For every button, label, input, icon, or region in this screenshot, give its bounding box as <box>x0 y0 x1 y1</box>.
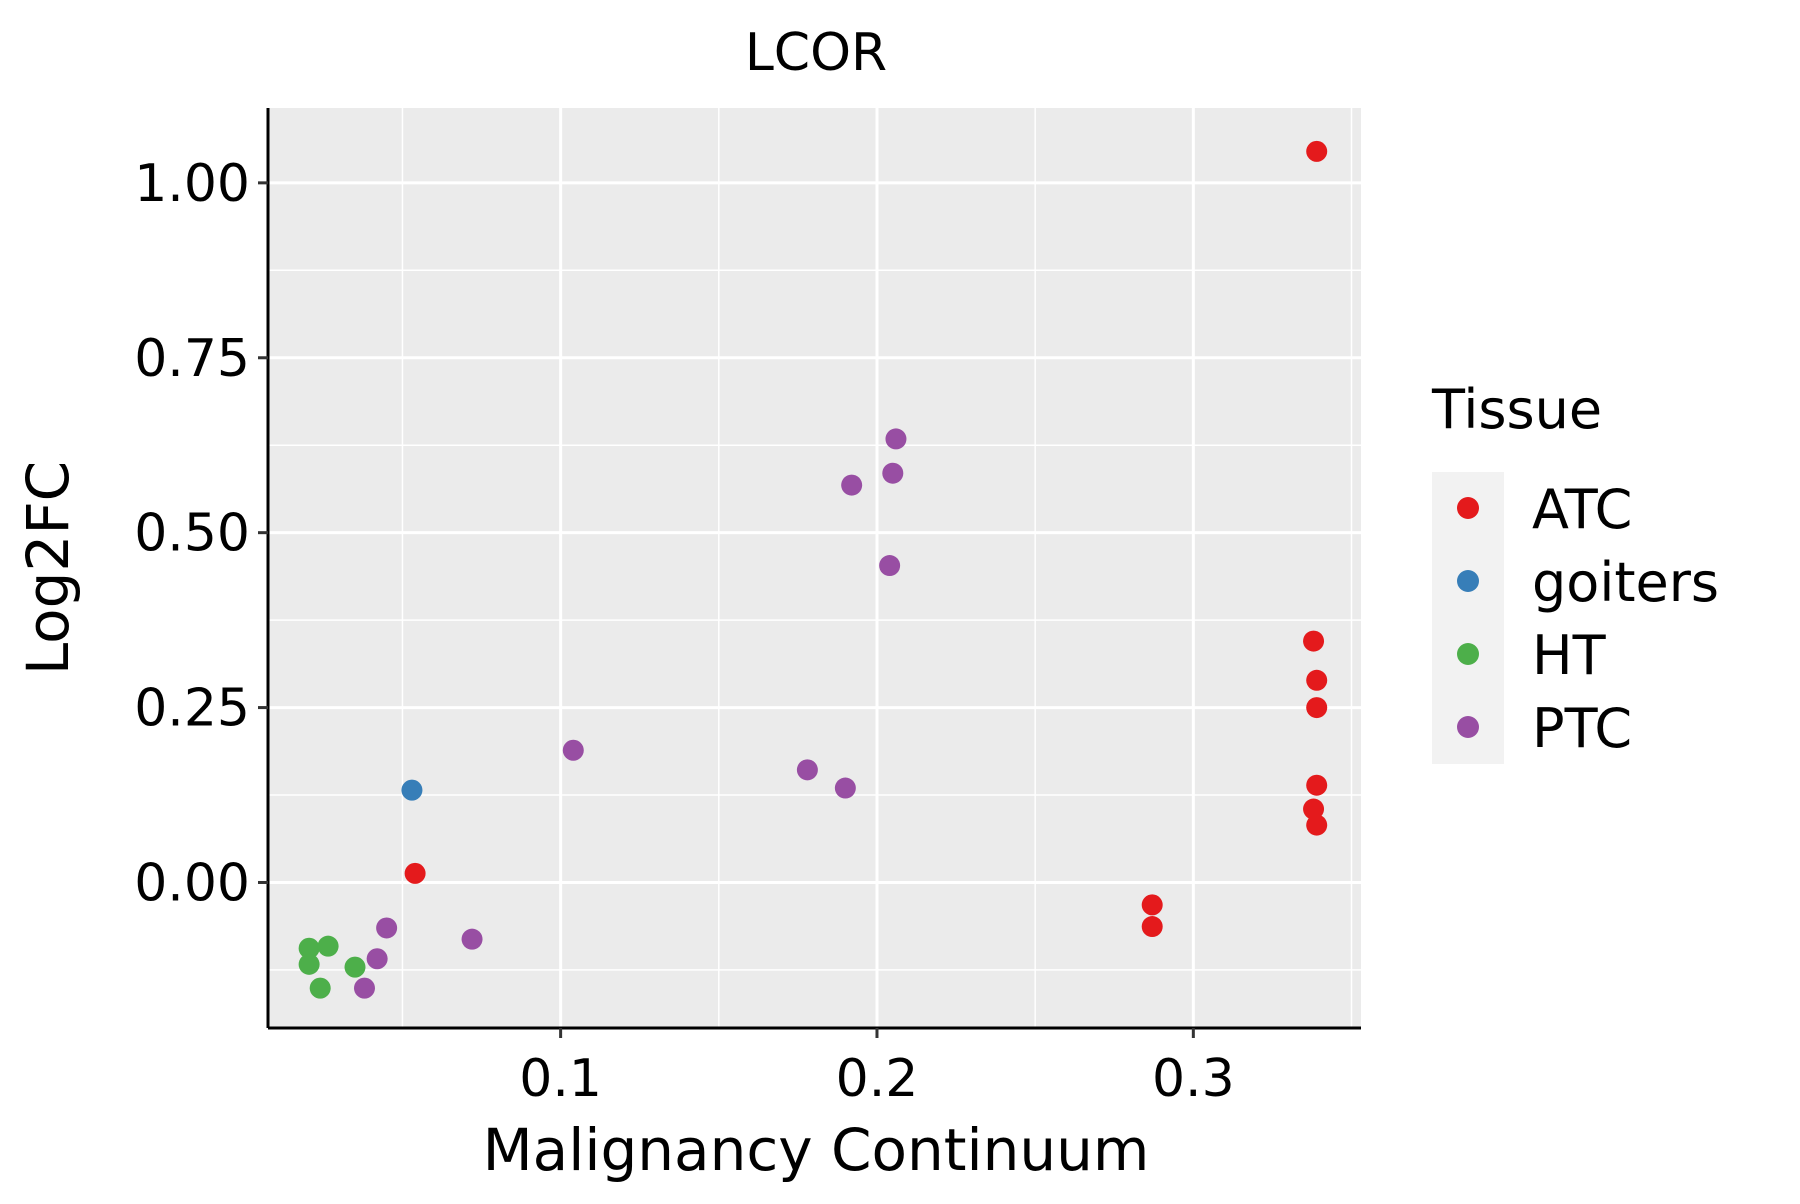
point-atc <box>1306 140 1328 162</box>
point-atc <box>1306 774 1328 796</box>
legend-key-atc <box>1457 497 1479 519</box>
point-ptc <box>461 928 483 950</box>
x-tick-label: 0.1 <box>519 1049 602 1109</box>
point-atc <box>1303 798 1325 820</box>
legend-title: Tissue <box>1431 378 1602 441</box>
point-ht <box>309 977 331 999</box>
legend-label-atc: ATC <box>1532 478 1632 541</box>
y-axis-title: Log2FC <box>14 461 82 675</box>
y-tick-label: 0.75 <box>134 329 250 389</box>
point-ptc <box>376 917 398 939</box>
point-atc <box>1306 697 1328 719</box>
legend: Tissue ATC goiters HT PTC <box>1431 378 1719 764</box>
point-ptc <box>885 428 907 450</box>
point-ptc <box>562 739 584 761</box>
point-ptc <box>834 777 856 799</box>
legend-label-goiters: goiters <box>1532 551 1719 614</box>
legend-label-ht: HT <box>1532 624 1607 687</box>
point-atc <box>1303 630 1325 652</box>
point-ptc <box>353 977 375 999</box>
y-axis-ticks: 0.00 0.25 0.50 0.75 1.00 <box>134 154 268 913</box>
point-ht <box>298 937 320 959</box>
point-ptc <box>879 555 901 577</box>
minor-grid <box>268 108 1361 1028</box>
point-ht <box>317 935 339 957</box>
y-tick-label: 0.25 <box>134 679 250 739</box>
point-atc <box>1141 894 1163 916</box>
legend-label-ptc: PTC <box>1532 697 1632 760</box>
major-grid <box>268 108 1361 1028</box>
point-ptc <box>796 759 818 781</box>
point-goiters <box>401 779 423 801</box>
legend-key-background <box>1432 472 1504 764</box>
point-ht <box>298 953 320 975</box>
x-tick-label: 0.2 <box>836 1049 919 1109</box>
point-ptc <box>841 474 863 496</box>
plot-panel <box>268 108 1361 1028</box>
point-atc <box>1141 916 1163 938</box>
point-ptc <box>882 462 904 484</box>
point-ht <box>344 956 366 978</box>
legend-key-ht <box>1457 643 1479 665</box>
point-atc <box>1306 814 1328 836</box>
legend-entries: ATC goiters HT PTC <box>1457 478 1719 760</box>
legend-key-goiters <box>1457 570 1479 592</box>
chart-title: LCOR <box>745 23 887 83</box>
point-ptc <box>366 948 388 970</box>
point-atc <box>1306 669 1328 691</box>
data-points <box>298 140 1328 999</box>
x-tick-label: 0.3 <box>1152 1049 1235 1109</box>
y-tick-label: 0.50 <box>134 504 250 564</box>
x-axis-ticks: 0.1 0.2 0.3 <box>519 1028 1235 1109</box>
point-atc <box>404 862 426 884</box>
legend-key-ptc <box>1457 716 1479 738</box>
y-tick-label: 0.00 <box>134 853 250 913</box>
x-axis-title: Malignancy Continuum <box>483 1116 1150 1184</box>
y-tick-label: 1.00 <box>134 154 250 214</box>
